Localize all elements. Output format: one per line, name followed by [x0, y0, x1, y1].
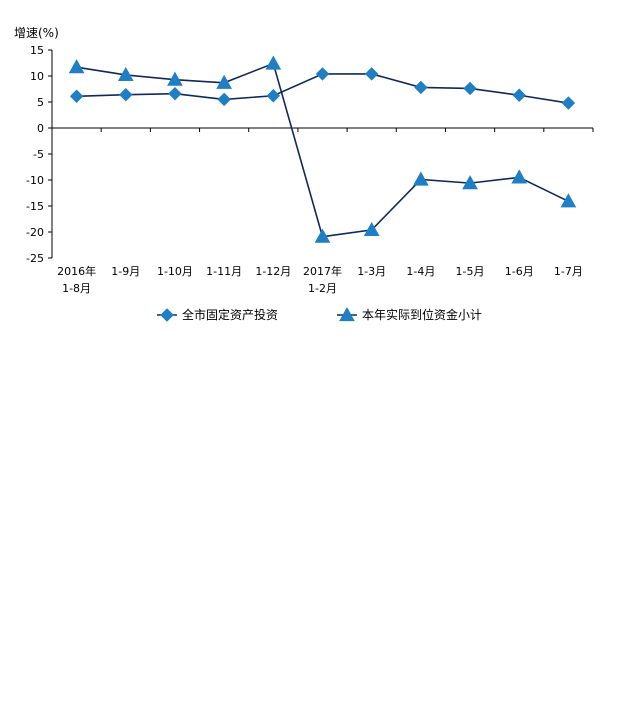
x-tick-label: 1-10月 — [157, 265, 193, 278]
y-tick-label: -15 — [26, 200, 44, 213]
y-tick-label: 5 — [37, 96, 44, 109]
series-line — [76, 62, 569, 238]
y-tick-label: 10 — [30, 70, 44, 83]
x-tick-label: 1-12月 — [255, 265, 291, 278]
data-point — [463, 81, 477, 96]
y-tick-label: 0 — [37, 122, 44, 135]
data-point — [414, 80, 428, 95]
y-tick-label: -10 — [26, 174, 44, 187]
x-tick-label: 1-2月 — [308, 282, 337, 295]
data-point — [216, 74, 232, 89]
y-tick-label: -20 — [26, 226, 44, 239]
x-tick-label: 1-9月 — [111, 265, 140, 278]
data-point — [265, 55, 282, 70]
data-point — [168, 86, 182, 101]
data-point — [363, 221, 380, 237]
legend: 全市固定资产投资 本年实际到位资金小计 — [157, 306, 482, 322]
data-point — [119, 88, 133, 102]
data-point — [217, 92, 231, 107]
x-tick-label: 1-3月 — [357, 265, 386, 278]
data-point — [462, 175, 478, 190]
x-tick-label: 1-7月 — [554, 265, 583, 278]
legend-label: 全市固定资产投资 — [182, 307, 278, 322]
y-axis-title: 增速(%) — [14, 26, 59, 40]
series-layer — [68, 55, 577, 243]
data-point — [560, 193, 577, 208]
data-point — [413, 171, 429, 186]
legend-item: 全市固定资产投资 — [157, 307, 278, 322]
data-point — [364, 67, 379, 81]
x-tick-label: 1-11月 — [206, 265, 242, 278]
axes: 15 10 5 0 -5 -10 -15 -20 -25 2016年 1-8月 1-9月 1-10月 1-… — [26, 44, 594, 295]
legend-triangle-marker — [339, 306, 355, 322]
data-point — [511, 169, 528, 184]
series-1 — [69, 67, 576, 110]
data-point — [69, 89, 84, 103]
legend-item: 本年实际到位资金小计 — [337, 306, 482, 322]
x-tick-label: 1-4月 — [406, 265, 435, 278]
legend-diamond-marker — [160, 308, 174, 322]
series-2 — [68, 55, 577, 243]
data-point — [315, 67, 330, 81]
data-point — [512, 88, 526, 102]
y-tick-label: -5 — [33, 148, 44, 161]
x-tick-label: 1-6月 — [505, 265, 534, 278]
data-point — [68, 59, 85, 74]
legend-label: 本年实际到位资金小计 — [362, 307, 482, 322]
data-point — [117, 66, 134, 82]
y-tick-label: -25 — [26, 252, 44, 265]
x-tick-label: 1-5月 — [456, 265, 485, 278]
x-tick-label: 1-8月 — [62, 282, 91, 295]
x-tick-label: 2017年 — [303, 264, 342, 278]
y-tick-label: 15 — [30, 44, 44, 57]
data-point — [167, 71, 183, 86]
data-point — [314, 228, 331, 243]
x-tick-label: 2016年 — [57, 264, 96, 278]
data-point — [561, 96, 576, 110]
data-point — [266, 89, 281, 103]
